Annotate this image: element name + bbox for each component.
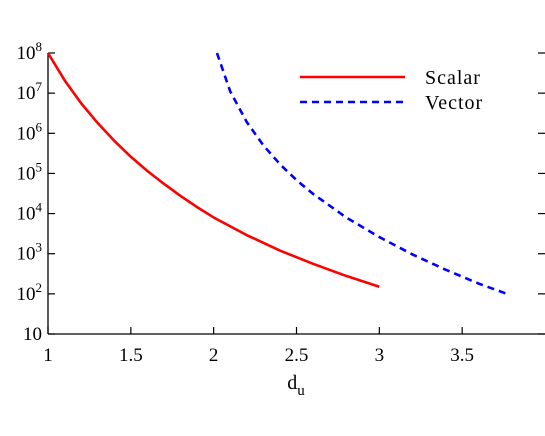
y-tick-label: 105 [17, 159, 43, 184]
y-tick-label: 106 [17, 119, 43, 144]
x-tick-label: 1 [43, 345, 53, 366]
y-tick-label: 104 [17, 200, 43, 225]
legend: Scalar Vector [300, 67, 483, 114]
y-tick-label: 108 [17, 39, 43, 64]
x-tick-label: 2.5 [285, 345, 309, 366]
series-line-scalar [46, 52, 380, 289]
tick-labels: 1 1.5 2 2.5 3 3.5 10 102 103 104 105 106 107 108 [17, 39, 475, 366]
x-tick-label: 2 [209, 345, 219, 366]
y-tick-label: 102 [17, 280, 43, 305]
legend-label-vector: Vector [425, 92, 483, 114]
y-tick-label: 103 [17, 240, 43, 265]
legend-label-scalar: Scalar [425, 67, 481, 89]
y-tick-label: 107 [17, 79, 43, 104]
x-axis-label: du [287, 372, 305, 399]
x-tick-label: 3.5 [450, 345, 474, 366]
series-line-vector [215, 52, 508, 296]
series-group [46, 52, 508, 296]
y-tick-label: 10 [23, 324, 42, 345]
x-tick-label: 1.5 [119, 345, 143, 366]
x-tick-label: 3 [375, 345, 385, 366]
tick-marks [47, 52, 545, 335]
